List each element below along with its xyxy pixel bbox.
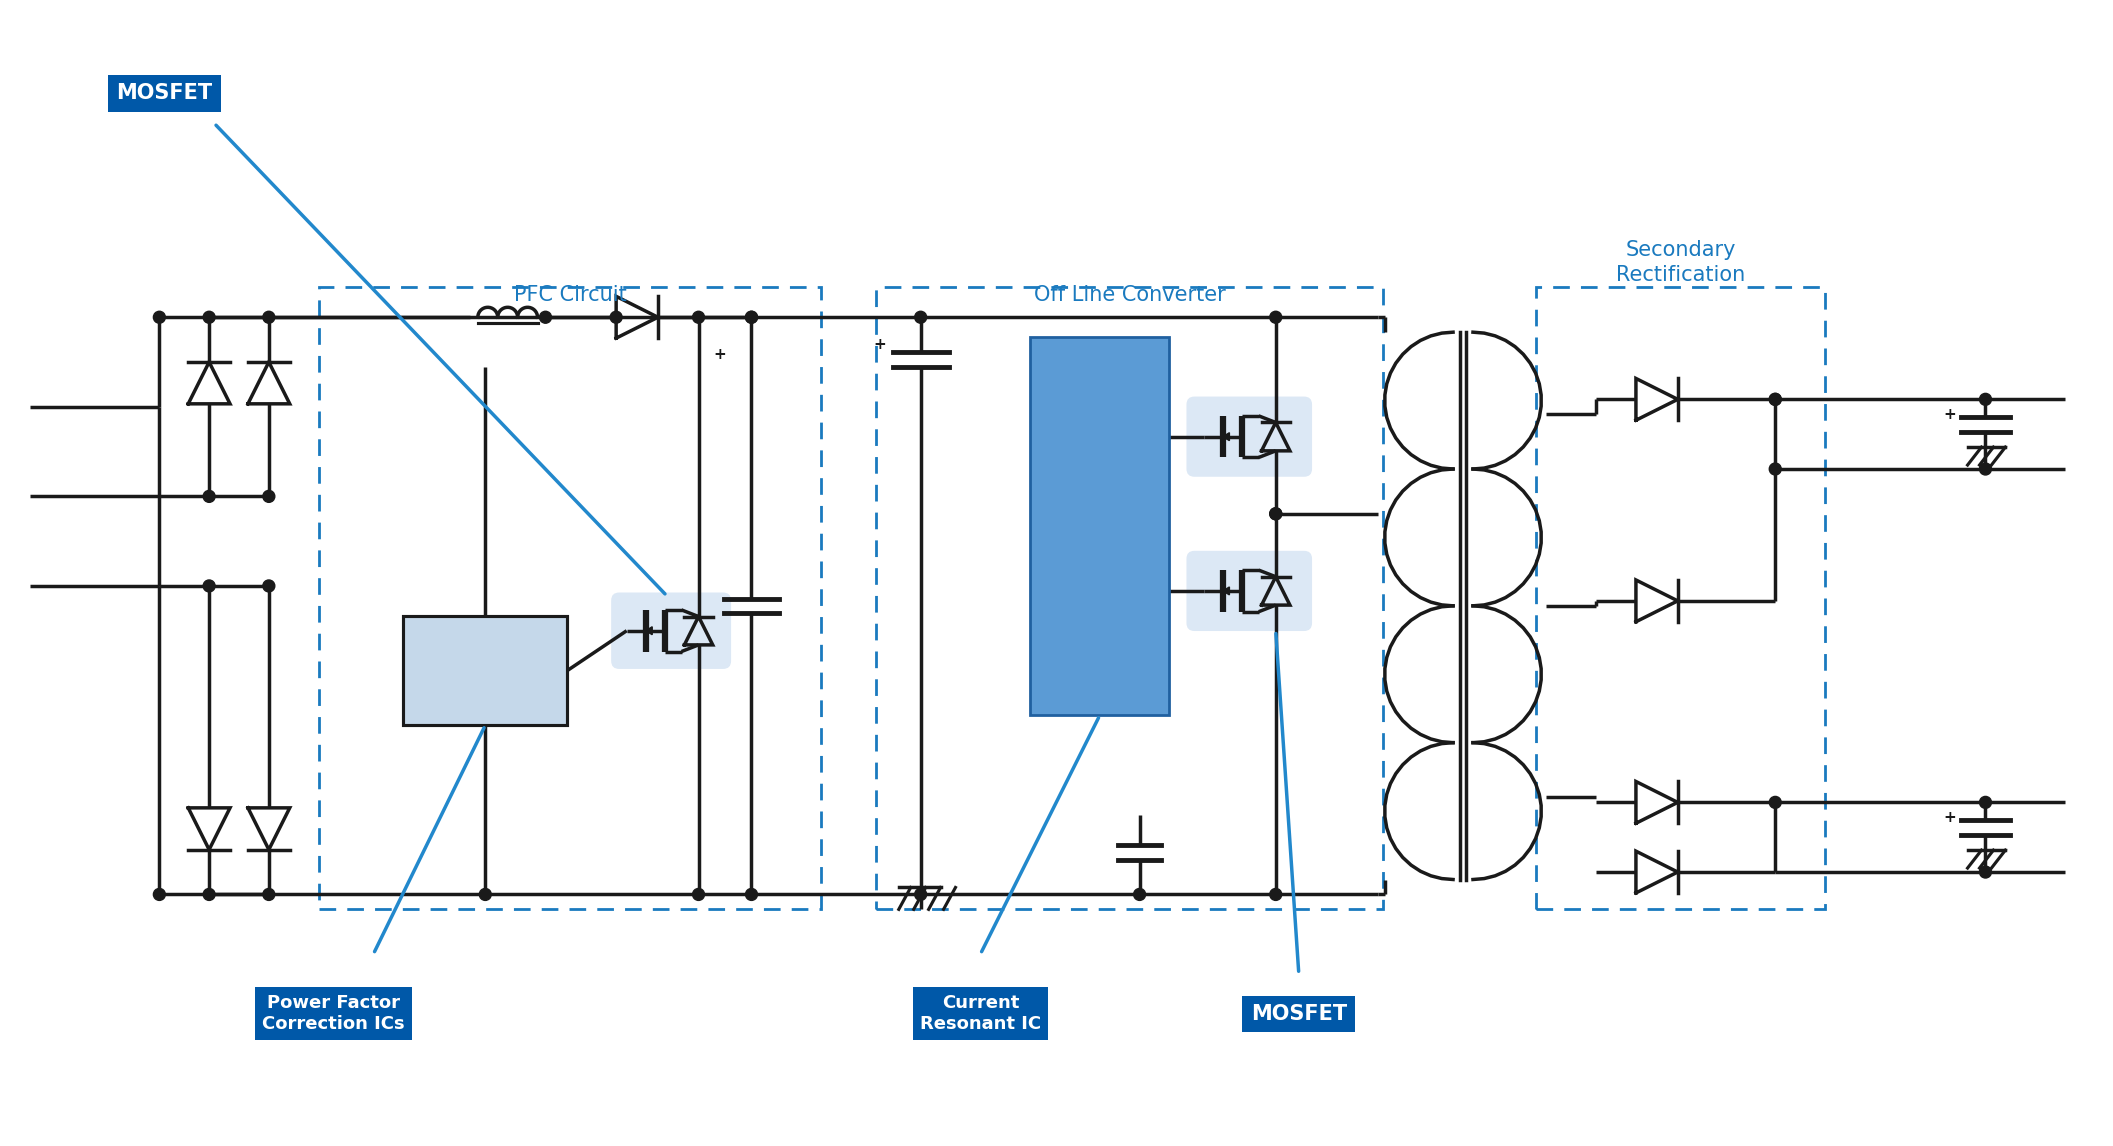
Circle shape bbox=[262, 888, 275, 901]
Text: +: + bbox=[1944, 810, 1957, 825]
FancyBboxPatch shape bbox=[611, 592, 731, 669]
Circle shape bbox=[1769, 796, 1781, 808]
Text: +: + bbox=[873, 337, 885, 352]
Circle shape bbox=[1270, 508, 1283, 520]
Circle shape bbox=[746, 312, 756, 323]
Circle shape bbox=[1980, 796, 1990, 808]
Circle shape bbox=[915, 888, 928, 901]
Text: +: + bbox=[1944, 407, 1957, 422]
Circle shape bbox=[262, 312, 275, 323]
Circle shape bbox=[480, 888, 490, 901]
Circle shape bbox=[1270, 888, 1283, 901]
FancyBboxPatch shape bbox=[1188, 551, 1312, 631]
Text: Power Factor
Correction ICs: Power Factor Correction ICs bbox=[262, 995, 406, 1034]
Circle shape bbox=[693, 312, 704, 323]
Polygon shape bbox=[1223, 433, 1230, 440]
Circle shape bbox=[539, 312, 551, 323]
Circle shape bbox=[203, 580, 216, 591]
Circle shape bbox=[262, 490, 275, 502]
Circle shape bbox=[915, 312, 928, 323]
Circle shape bbox=[693, 888, 704, 901]
Circle shape bbox=[746, 888, 756, 901]
FancyBboxPatch shape bbox=[404, 615, 568, 725]
FancyBboxPatch shape bbox=[1031, 337, 1168, 715]
Circle shape bbox=[1270, 508, 1283, 520]
Circle shape bbox=[1133, 888, 1145, 901]
Circle shape bbox=[203, 312, 216, 323]
Text: Current
Resonant IC: Current Resonant IC bbox=[919, 995, 1042, 1034]
Circle shape bbox=[746, 312, 756, 323]
Circle shape bbox=[1980, 393, 1990, 406]
Circle shape bbox=[611, 312, 621, 323]
Circle shape bbox=[1769, 393, 1781, 406]
Text: PFC Circuit: PFC Circuit bbox=[513, 285, 628, 305]
Text: Off Line Converter: Off Line Converter bbox=[1033, 285, 1226, 305]
Text: MOSFET: MOSFET bbox=[1251, 1004, 1346, 1023]
FancyBboxPatch shape bbox=[1188, 397, 1312, 477]
Circle shape bbox=[1769, 393, 1781, 406]
Text: +: + bbox=[714, 347, 727, 362]
Circle shape bbox=[1769, 463, 1781, 474]
Circle shape bbox=[1980, 866, 1990, 878]
Polygon shape bbox=[647, 627, 653, 635]
Text: MOSFET: MOSFET bbox=[116, 84, 213, 103]
Polygon shape bbox=[1223, 587, 1230, 595]
Circle shape bbox=[1980, 463, 1990, 474]
Circle shape bbox=[203, 888, 216, 901]
Circle shape bbox=[154, 888, 165, 901]
Circle shape bbox=[262, 580, 275, 591]
Circle shape bbox=[154, 312, 165, 323]
Circle shape bbox=[1270, 312, 1283, 323]
Text: Secondary
Rectification: Secondary Rectification bbox=[1616, 241, 1745, 285]
Circle shape bbox=[203, 490, 216, 502]
